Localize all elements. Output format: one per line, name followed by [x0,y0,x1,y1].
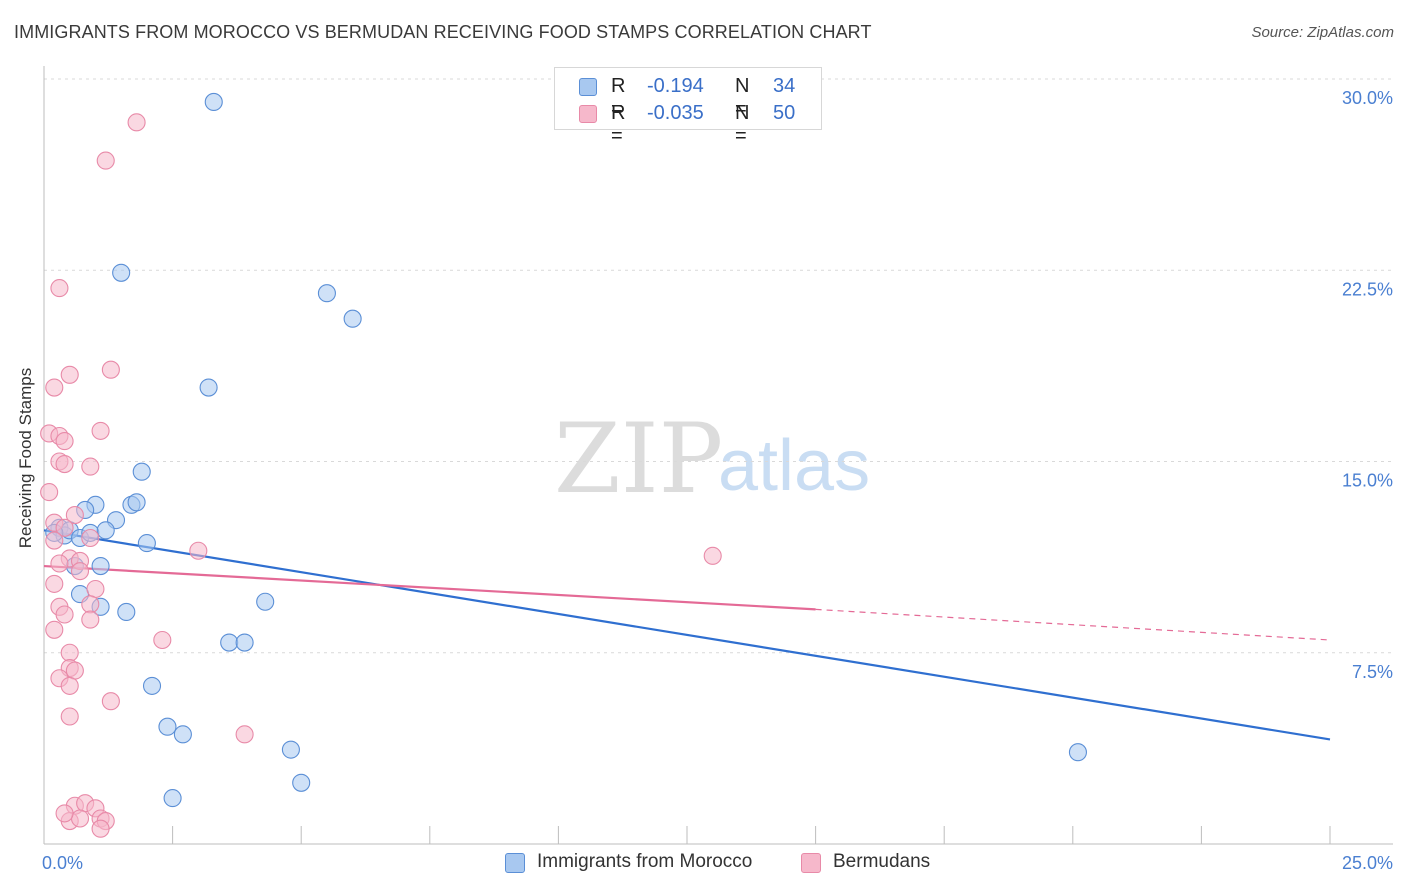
point-morocco [91,556,110,576]
n-value: 50 [773,102,796,124]
point-morocco [220,633,239,652]
point-morocco [163,789,182,808]
point-bermudans [45,574,64,593]
point-morocco [281,740,300,759]
trendline-morocco [43,529,1331,741]
data-points [40,92,1087,838]
point-bermudans [50,279,69,298]
watermark-atlas: atlas [718,426,870,506]
pink-swatch [801,853,821,873]
x-tick-label-last: 25.0% [1342,853,1393,873]
r-label: R = [611,102,626,147]
point-bermudans [55,432,74,451]
point-bermudans [40,483,59,502]
point-bermudans [55,454,74,474]
stats-box: R = -0.194 N = 34 R = -0.035 N = 50 [554,67,822,147]
n-value: 34 [773,75,796,97]
x-tick-label-first: 0.0% [42,853,83,873]
watermark-zip: ZIP [554,403,723,515]
trendline-bermudans-extension [815,608,1331,641]
source-credit: Source: ZipAtlas.com [1251,24,1394,41]
point-bermudans [60,643,79,662]
point-morocco [204,92,223,111]
point-bermudans [55,518,74,537]
legend-label: Immigrants from Morocco [537,851,753,872]
point-bermudans [70,809,90,828]
point-bermudans [703,546,722,565]
trendlines [43,529,1331,741]
point-morocco [317,284,336,303]
point-bermudans [91,819,110,838]
point-bermudans [101,360,120,379]
point-bermudans [81,610,100,629]
point-bermudans [60,676,79,695]
point-morocco [142,676,162,695]
point-bermudans [86,579,105,599]
point-bermudans [127,113,146,132]
axes [43,66,1393,845]
r-value: -0.194 [647,75,704,97]
point-morocco [1068,743,1087,762]
point-morocco [112,263,131,282]
y-tick-labels: 7.5% 15.0% 22.5% 30.0% [1342,88,1393,682]
y-tick-label: 22.5% [1342,279,1393,299]
point-morocco [127,493,146,512]
point-bermudans [81,457,100,476]
point-morocco [96,521,115,540]
point-morocco [199,378,218,397]
y-tick-label: 7.5% [1352,662,1393,682]
point-morocco [343,309,362,328]
point-morocco [292,773,311,792]
point-bermudans [153,630,172,650]
watermark: ZIP atlas [554,403,870,515]
trendline-bermudans [43,564,816,611]
point-bermudans [70,562,90,581]
r-label: R = [611,75,626,120]
point-morocco [132,462,151,481]
point-bermudans [65,505,84,525]
point-bermudans [65,661,84,680]
point-bermudans [81,528,100,548]
point-bermudans [50,554,69,573]
point-morocco [256,592,275,611]
point-bermudans [45,378,64,397]
chart-title: IMMIGRANTS FROM MOROCCO VS BERMUDAN RECE… [14,22,872,42]
point-bermudans [96,151,115,170]
point-bermudans [55,605,74,624]
y-tick-label: 30.0% [1342,88,1393,108]
point-bermudans [235,725,254,744]
blue-swatch [579,78,597,96]
point-bermudans [60,365,79,384]
point-bermudans [45,531,64,550]
point-bermudans [91,421,110,440]
point-bermudans [45,620,64,639]
n-label: N = [735,75,750,120]
point-bermudans [81,595,100,614]
point-bermudans [101,692,120,711]
gridlines [44,78,1393,654]
point-bermudans [55,804,74,823]
point-morocco [158,717,177,736]
point-morocco [235,633,254,652]
r-value: -0.035 [647,102,704,124]
point-bermudans [60,707,79,726]
y-tick-label: 15.0% [1342,471,1393,491]
n-label: N = [735,102,750,147]
point-morocco [137,534,156,553]
legend: Immigrants from Morocco Bermudans [0,851,1406,877]
legend-label: Bermudans [833,851,931,872]
blue-swatch [505,853,525,873]
point-morocco [117,602,136,622]
pink-swatch [579,105,597,123]
point-morocco [173,725,192,744]
x-tick-labels: 0.0% 25.0% [42,853,1393,873]
point-bermudans [189,541,208,560]
